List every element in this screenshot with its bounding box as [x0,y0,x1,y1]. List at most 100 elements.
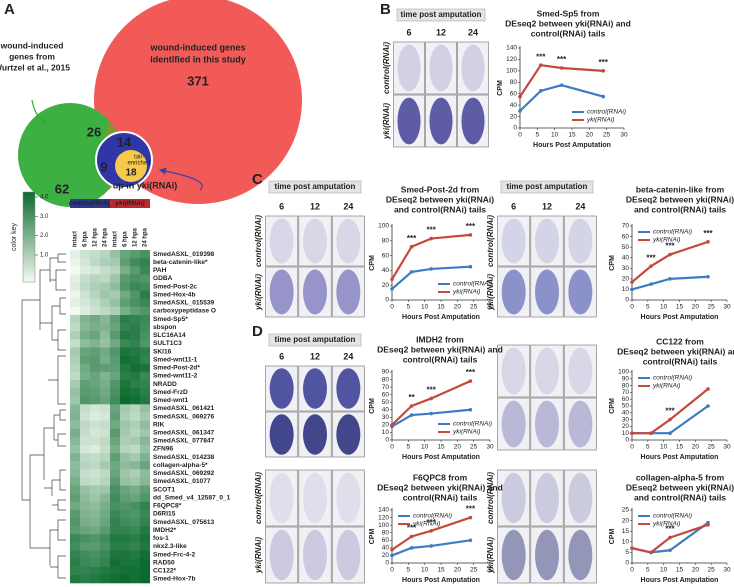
heat-cell [120,379,130,389]
significance: *** [427,386,437,395]
arrow [158,167,203,191]
heat-cell [100,379,110,389]
time-label: 6 [511,201,516,211]
heat-cell [130,436,140,446]
gene-label: nkx2.3-like [153,543,187,550]
heat-cell [110,469,120,478]
worm [303,472,327,524]
heat-cell [120,404,130,413]
chart-title: IMDH2 from [416,334,464,344]
x-tick-label: 10 [660,567,668,574]
point [468,379,473,383]
y-tick-label: 10 [622,286,630,293]
point [649,550,653,555]
y-axis-label: CPM [369,398,376,414]
heat-cell [90,339,100,348]
x-tick-label: 5 [646,444,650,451]
panel-label: A [4,1,15,18]
heat-cell [120,444,130,454]
worm [501,529,526,581]
significance: ** [408,393,415,402]
row-label: yki(RNAi) [382,103,391,140]
gene-label: carboxypeptidase O [153,308,216,315]
heat-cell [70,306,80,316]
heat-cell [100,469,110,478]
x-tick-label: 0 [390,444,394,451]
gene-label: sbspon [153,324,176,331]
chart-title: and control(RNAi) tails [394,204,486,214]
heat-cell [140,566,150,576]
significance: *** [665,407,675,416]
worm [336,368,361,409]
point [706,240,710,244]
group-header [110,199,150,208]
y-axis-label: CPM [609,398,616,414]
chart-title: control(RNAi) tails [531,28,606,38]
time-label: 6 [279,351,284,361]
x-tick-label: 5 [646,567,650,574]
heat-cell [120,518,130,527]
heat-cell [90,347,100,356]
worm [501,400,526,448]
heat-cell [100,396,110,405]
heat-cell [80,428,90,438]
significance: *** [427,518,437,527]
series-line [631,523,709,554]
y-tick-label: 80 [382,376,390,383]
worm [501,347,526,395]
heat-cell [100,453,110,462]
x-tick-label: 5 [407,444,411,451]
heat-cell [120,282,130,291]
heat-cell [90,493,100,503]
heat-cell [140,461,150,470]
worm [501,472,526,524]
heat-cell [100,477,110,486]
chart-title: DEseq2 between yki(RNAi) and [617,346,734,356]
x-tick-label: 0 [630,304,634,311]
point [518,109,522,113]
heat-cell [80,493,90,503]
heat-cell [110,371,120,381]
heat-cell [80,290,90,300]
gene-label: F6QPC8* [153,503,182,510]
significance: *** [466,505,476,514]
heat-cell [130,453,140,462]
column-label: 24 hpa [103,227,109,247]
heat-cell [100,331,110,340]
heat-cell [140,574,150,584]
significance: *** [536,52,546,61]
worm [535,529,559,581]
set-label: identified in this study [150,54,246,64]
heat-cell [110,566,120,576]
x-axis-label: Hours Post Amputation [641,577,719,584]
heat-cell [130,509,140,519]
point [390,547,394,552]
header-box [268,180,362,194]
significance: *** [557,55,567,64]
heat-cell [100,461,110,470]
x-tick-label: 20 [692,304,700,311]
y-tick-label: 0 [513,125,517,132]
point [706,523,710,527]
heat-cell [130,574,140,584]
y-tick-label: 10 [622,539,630,546]
heat-cell [100,266,110,275]
y-tick-label: 30 [382,414,390,421]
point [539,63,543,67]
chart-title: DEseq2 between yki(RNAi) [626,482,734,492]
gene-label: RIK [153,421,165,428]
grid-header: time post amputation [275,182,356,191]
heat-cell [90,412,100,421]
heat-cell [140,274,150,283]
gene-label: ZFN96 [153,446,173,453]
point [668,548,672,553]
x-tick-label: 30 [723,444,731,451]
heat-cell [110,501,120,511]
chart-title: collagen-alpha-5 from [636,472,725,482]
row-label: yki(RNAi) [486,274,495,311]
heat-cell [120,355,130,365]
heat-cell [120,266,130,275]
point [559,66,564,70]
heat-cell [90,298,100,308]
heat-cell [70,509,80,519]
